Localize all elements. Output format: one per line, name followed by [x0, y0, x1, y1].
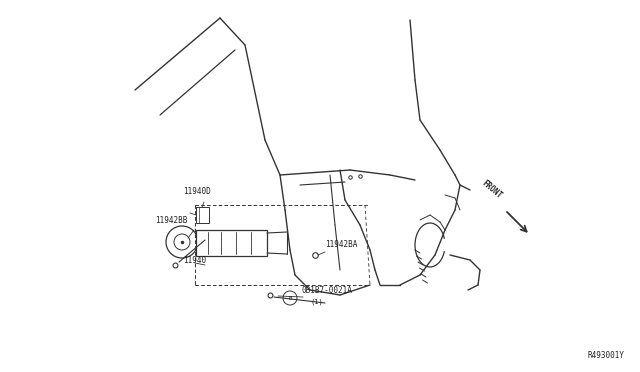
Text: B: B [289, 295, 292, 301]
Text: (1): (1) [310, 298, 323, 305]
Text: 11940D: 11940D [183, 187, 211, 196]
Text: FRONT: FRONT [480, 178, 504, 200]
Text: 0B1B7-0021A: 0B1B7-0021A [302, 286, 353, 295]
Bar [196, 230, 267, 256]
Text: 11942BB: 11942BB [155, 216, 188, 225]
Text: 11942BA: 11942BA [325, 240, 357, 249]
Text: R493001Y: R493001Y [588, 351, 625, 360]
Text: 11940: 11940 [183, 256, 206, 265]
Bar [196, 207, 209, 223]
